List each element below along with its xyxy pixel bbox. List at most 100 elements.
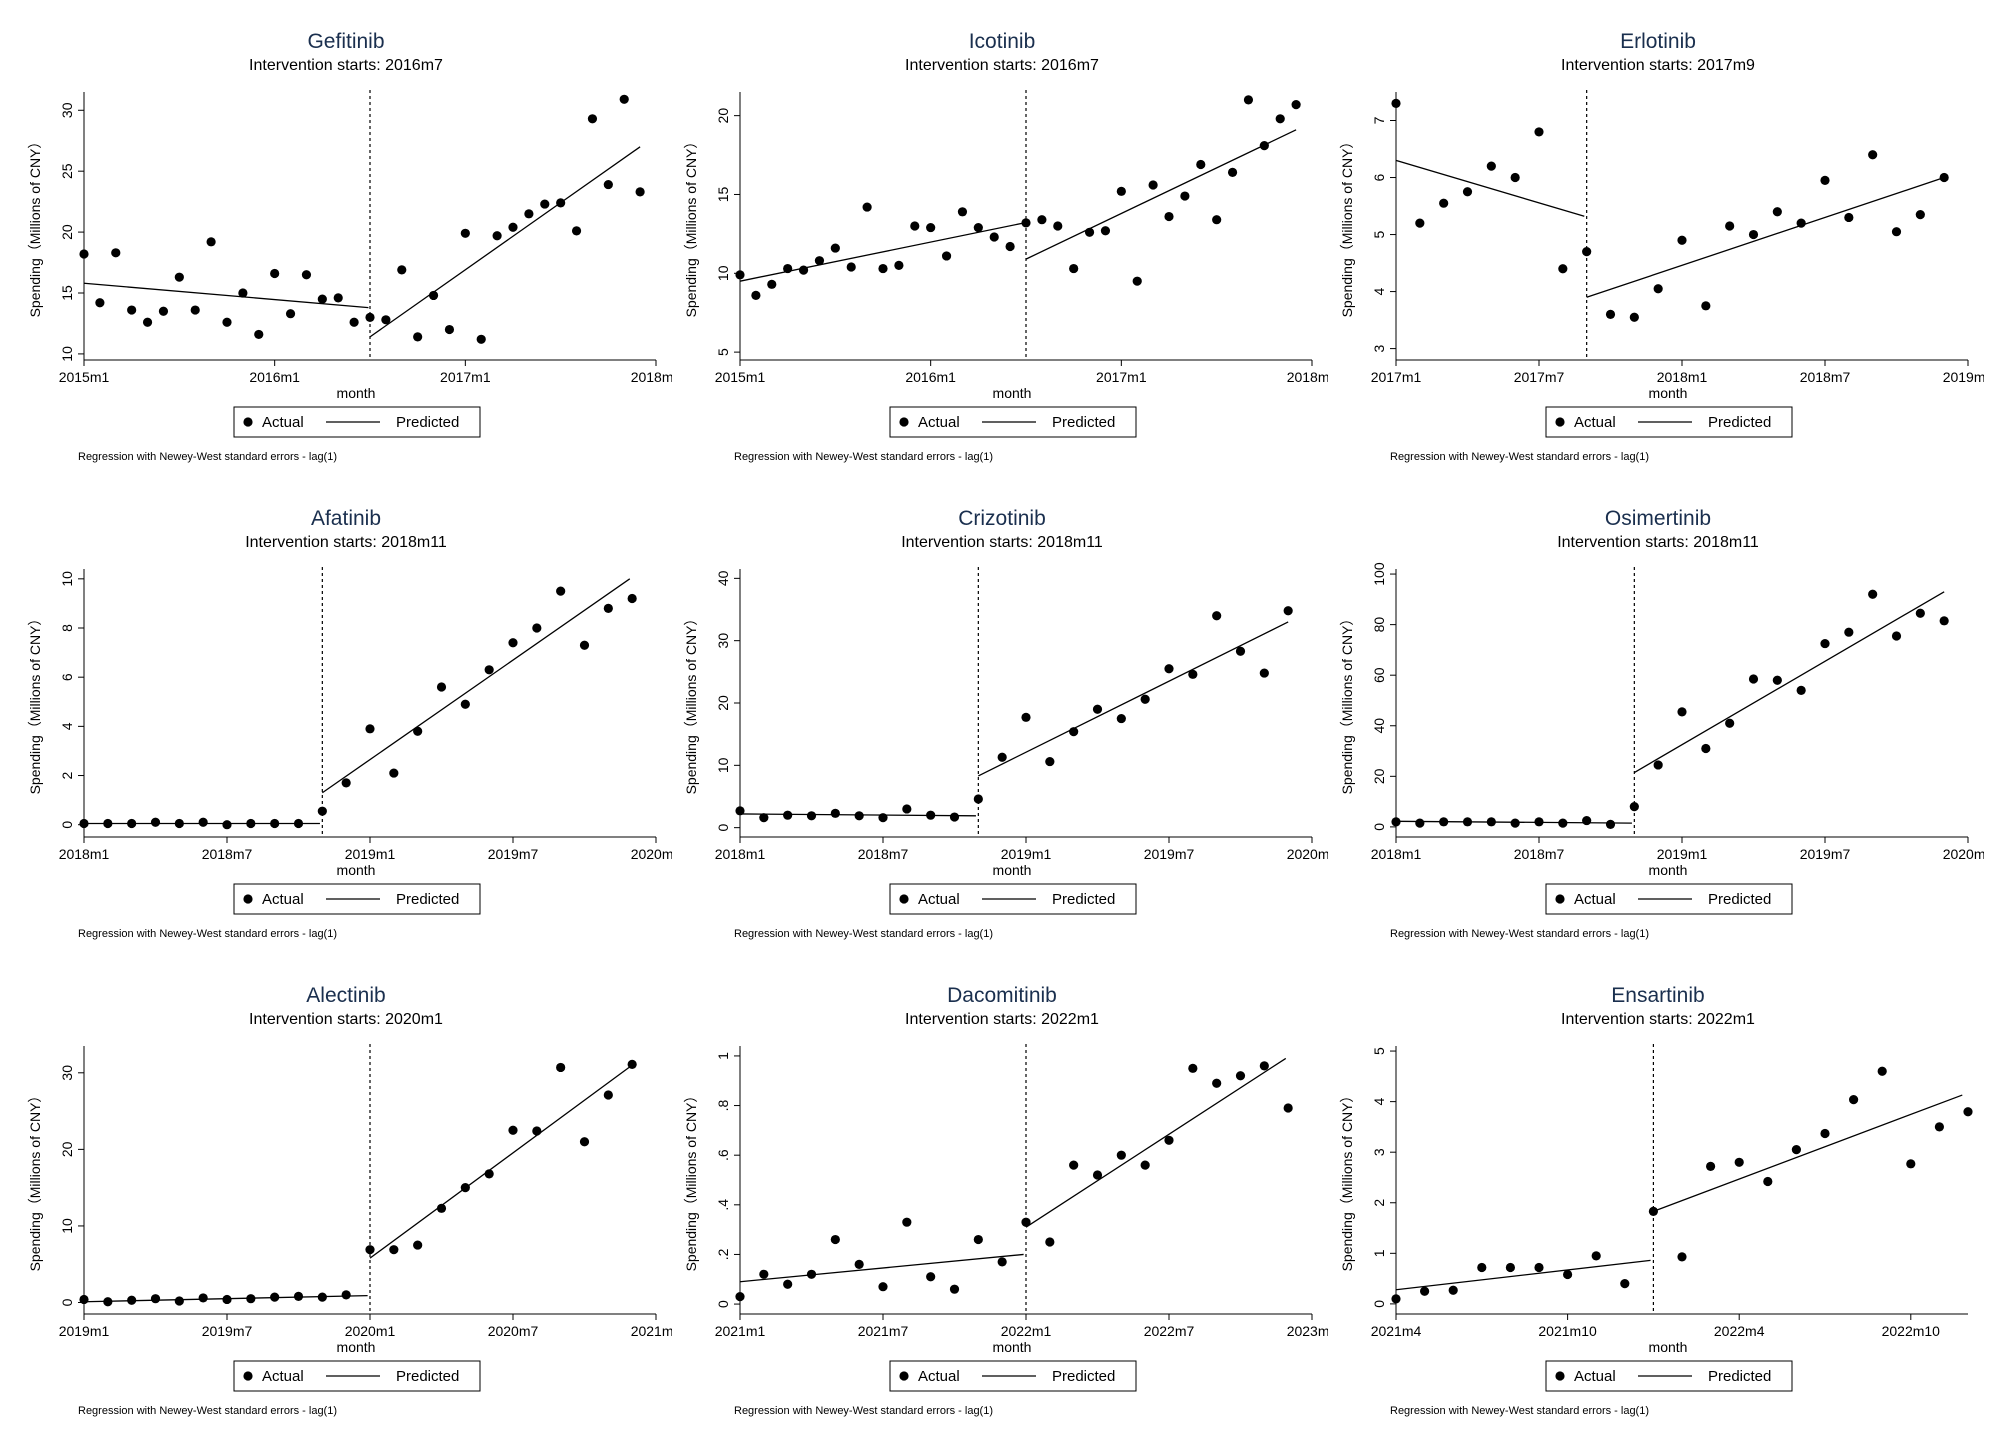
legend-actual-label: Actual — [262, 891, 304, 908]
y-axis-label: Spending（Millions of CNY） — [27, 1089, 43, 1272]
actual-point — [1420, 1286, 1430, 1296]
y-tick-label: 4 — [59, 722, 75, 730]
actual-point — [1582, 815, 1592, 826]
actual-point — [1227, 167, 1238, 177]
chart-title: Crizotinib — [958, 507, 1046, 530]
x-tick-label: 2021m10 — [1538, 1323, 1597, 1339]
y-tick-label: 10 — [59, 346, 75, 362]
actual-point — [444, 324, 455, 335]
actual-point — [1164, 664, 1174, 674]
actual-point — [619, 94, 629, 104]
regression-note: Regression with Newey-West standard erro… — [78, 928, 337, 940]
actual-point — [1037, 215, 1047, 225]
y-tick-label: 10 — [715, 265, 731, 281]
actual-point — [1796, 685, 1806, 695]
actual-point — [556, 1062, 566, 1073]
actual-point — [1486, 817, 1496, 827]
x-tick-label: 2018m7 — [1514, 846, 1565, 862]
actual-point — [476, 334, 486, 344]
chart-panel-crizotinib: Crizotinib Intervention starts: 2018m11 0 1… — [676, 497, 1328, 967]
chart-subtitle: Intervention starts: 2018m11 — [901, 534, 1103, 551]
actual-point — [759, 1269, 769, 1279]
actual-point — [735, 1292, 745, 1302]
x-tick-label: 2021m4 — [1371, 1323, 1422, 1339]
actual-point — [293, 1291, 304, 1301]
legend-actual-label: Actual — [1574, 1368, 1616, 1385]
x-axis-label: month — [1649, 862, 1688, 878]
actual-point — [341, 778, 351, 788]
actual-point — [814, 256, 825, 266]
actual-point — [174, 272, 184, 282]
y-axis-label: Spending（Millions of CNY） — [1339, 135, 1355, 318]
y-axis-label: Spending（Millions of CNY） — [27, 612, 43, 795]
actual-point — [1701, 301, 1711, 311]
predicted-line — [739, 1253, 1024, 1283]
actual-point — [1235, 1071, 1246, 1081]
actual-point — [798, 265, 809, 275]
actual-point — [285, 309, 296, 319]
actual-point — [579, 640, 590, 650]
actual-point — [862, 202, 872, 212]
actual-point — [902, 804, 912, 814]
predicted-line — [1586, 176, 1945, 298]
x-tick-label: 2017m1 — [1096, 369, 1147, 385]
chart-svg: Gefitinib Intervention starts: 2016m7 10 15… — [27, 30, 672, 463]
actual-point — [1275, 114, 1285, 124]
regression-note: Regression with Newey-West standard erro… — [78, 1405, 337, 1417]
y-tick-label: 0 — [59, 821, 75, 829]
x-tick-label: 2019m7 — [1800, 846, 1851, 862]
y-tick-label: 30 — [59, 102, 75, 118]
chart-panel-gefitinib: Gefitinib Intervention starts: 2016m7 10 15… — [20, 20, 672, 490]
actual-point — [150, 817, 161, 827]
actual-point — [317, 806, 327, 816]
chart-svg: Erlotinib Intervention starts: 2017m9 3 4 5 6… — [1339, 30, 1984, 463]
actual-point — [413, 1240, 423, 1250]
actual-point — [1706, 1161, 1716, 1171]
actual-point — [735, 270, 745, 280]
x-tick-label: 2018m7 — [202, 846, 253, 862]
actual-point — [759, 813, 769, 823]
legend-actual-label: Actual — [918, 1368, 960, 1385]
legend-actual-marker — [243, 417, 253, 427]
chart-subtitle: Intervention starts: 2022m1 — [905, 1011, 1099, 1028]
actual-point — [270, 818, 280, 829]
actual-point — [556, 198, 566, 208]
actual-point — [973, 222, 983, 233]
legend-actual-label: Actual — [1574, 891, 1616, 908]
actual-point — [1725, 221, 1735, 231]
actual-point — [1772, 675, 1782, 685]
actual-point — [1620, 1279, 1630, 1289]
actual-point — [1212, 1078, 1222, 1088]
actual-point — [103, 818, 113, 829]
actual-point — [206, 237, 216, 247]
actual-point — [436, 682, 447, 692]
actual-point — [301, 270, 312, 280]
actual-point — [1259, 1061, 1269, 1071]
actual-point — [1212, 215, 1222, 225]
actual-point — [949, 812, 960, 822]
chart-svg: Afatinib Intervention starts: 2018m11 0 2 4 6… — [27, 507, 672, 940]
y-tick-label: 3 — [1371, 1148, 1387, 1156]
y-tick-label: .8 — [715, 1100, 731, 1112]
actual-point — [1391, 817, 1401, 827]
y-tick-label: 10 — [715, 757, 731, 773]
actual-point — [1188, 1063, 1198, 1073]
actual-point — [997, 1257, 1007, 1267]
legend: Actual Predicted — [233, 406, 481, 438]
actual-point — [413, 332, 423, 342]
y-tick-label: 20 — [715, 108, 731, 124]
y-axis-label: Spending（Millions of CNY） — [683, 1089, 699, 1272]
y-tick-label: 60 — [1371, 667, 1387, 683]
actual-point — [854, 1259, 864, 1269]
chart-panel-ensartinib: Ensartinib Intervention starts: 2022m1 0 1 2… — [1332, 974, 1984, 1444]
y-tick-label: 0 — [59, 1298, 75, 1306]
chart-panel-icotinib: Icotinib Intervention starts: 2016m7 5 10 15… — [676, 20, 1328, 490]
actual-point — [103, 1297, 113, 1307]
actual-point — [910, 221, 920, 231]
actual-point — [1891, 227, 1902, 237]
x-tick-label: 2022m7 — [1144, 1323, 1195, 1339]
x-tick-label: 2019m1 — [1943, 369, 1984, 385]
y-tick-label: 10 — [59, 1218, 75, 1234]
chart-panel-erlotinib: Erlotinib Intervention starts: 2017m9 3 4 5 6… — [1332, 20, 1984, 490]
actual-point — [1534, 127, 1544, 137]
